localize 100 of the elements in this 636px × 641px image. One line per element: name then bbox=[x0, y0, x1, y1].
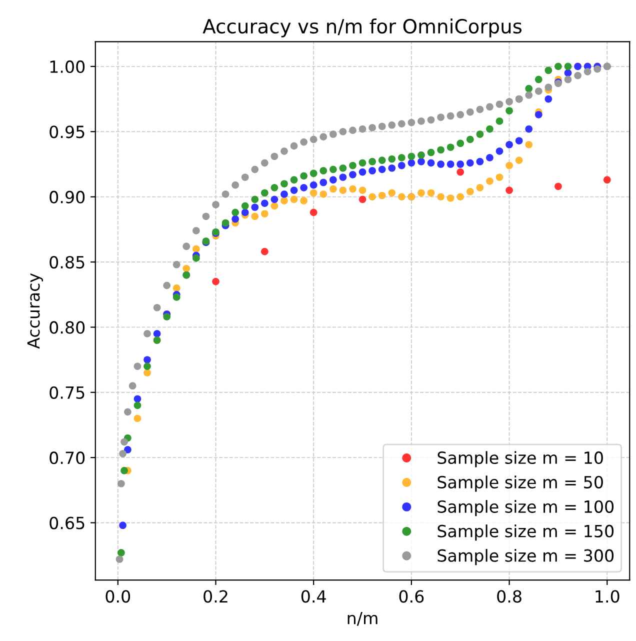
point bbox=[310, 181, 318, 189]
point bbox=[280, 190, 288, 198]
point bbox=[300, 184, 308, 192]
point bbox=[339, 186, 347, 194]
point bbox=[124, 446, 132, 454]
point bbox=[427, 189, 435, 197]
point bbox=[368, 167, 376, 174]
point bbox=[290, 142, 298, 150]
point bbox=[329, 130, 337, 138]
point bbox=[496, 100, 504, 108]
point bbox=[192, 245, 200, 253]
point bbox=[358, 196, 366, 204]
point bbox=[118, 480, 125, 488]
point bbox=[398, 120, 406, 128]
point bbox=[172, 294, 180, 301]
point bbox=[534, 111, 542, 118]
point bbox=[261, 248, 268, 256]
point bbox=[476, 158, 484, 166]
point bbox=[310, 208, 318, 216]
point bbox=[241, 174, 249, 181]
point bbox=[544, 95, 552, 103]
point bbox=[118, 549, 125, 556]
point bbox=[153, 304, 161, 312]
y-tick-label: 0.65 bbox=[50, 516, 84, 530]
y-tick-label: 0.85 bbox=[50, 256, 84, 269]
point bbox=[134, 362, 142, 370]
point bbox=[525, 140, 533, 148]
point bbox=[134, 414, 142, 422]
y-tick-label: 0.95 bbox=[50, 126, 84, 138]
point bbox=[476, 106, 484, 114]
point bbox=[496, 148, 504, 155]
legend-label: Sample size m = 300 bbox=[438, 548, 614, 566]
point bbox=[427, 148, 435, 156]
point bbox=[378, 192, 386, 200]
point bbox=[358, 125, 366, 133]
point bbox=[182, 242, 190, 250]
point bbox=[398, 154, 406, 162]
point bbox=[270, 152, 278, 160]
point bbox=[153, 330, 161, 338]
point bbox=[496, 174, 504, 181]
point bbox=[358, 159, 366, 167]
point bbox=[544, 66, 552, 74]
point bbox=[466, 108, 474, 116]
point bbox=[349, 185, 356, 193]
point bbox=[554, 182, 562, 190]
y-tick-label: 0.90 bbox=[50, 190, 85, 204]
point bbox=[486, 125, 494, 133]
point bbox=[192, 254, 200, 262]
x-tick-label: 1.0 bbox=[596, 590, 620, 603]
point bbox=[134, 402, 142, 410]
point bbox=[486, 154, 494, 162]
point bbox=[124, 408, 132, 416]
point bbox=[329, 176, 337, 184]
point bbox=[202, 212, 210, 220]
point bbox=[427, 159, 435, 167]
point bbox=[544, 84, 552, 91]
point bbox=[388, 121, 396, 129]
point bbox=[222, 219, 230, 227]
point bbox=[134, 395, 142, 403]
point bbox=[388, 189, 396, 197]
point bbox=[261, 210, 268, 218]
point bbox=[232, 181, 239, 189]
point bbox=[232, 208, 239, 216]
point bbox=[320, 167, 328, 174]
point bbox=[270, 184, 278, 192]
point bbox=[172, 260, 180, 268]
point bbox=[418, 158, 425, 166]
point bbox=[525, 125, 533, 133]
point bbox=[437, 114, 444, 121]
point bbox=[506, 98, 513, 106]
point bbox=[456, 193, 464, 200]
point bbox=[456, 160, 464, 168]
point bbox=[261, 189, 268, 197]
point bbox=[408, 152, 416, 160]
point bbox=[329, 166, 337, 174]
point bbox=[506, 162, 513, 170]
point bbox=[310, 170, 318, 178]
point bbox=[349, 170, 356, 178]
point bbox=[368, 158, 376, 166]
point bbox=[515, 137, 523, 144]
point bbox=[280, 180, 288, 188]
point bbox=[378, 156, 386, 164]
point bbox=[456, 168, 464, 176]
point bbox=[349, 126, 356, 134]
point bbox=[320, 190, 328, 198]
point bbox=[320, 133, 328, 141]
point bbox=[408, 118, 416, 126]
point bbox=[280, 148, 288, 155]
point bbox=[310, 136, 318, 144]
point bbox=[506, 186, 513, 194]
point bbox=[525, 84, 533, 92]
point bbox=[378, 122, 386, 130]
point bbox=[358, 168, 366, 176]
point bbox=[300, 197, 308, 204]
point bbox=[192, 227, 200, 234]
point bbox=[486, 177, 494, 185]
point bbox=[290, 186, 298, 194]
point bbox=[163, 282, 170, 290]
point bbox=[418, 189, 425, 197]
point bbox=[144, 356, 151, 364]
